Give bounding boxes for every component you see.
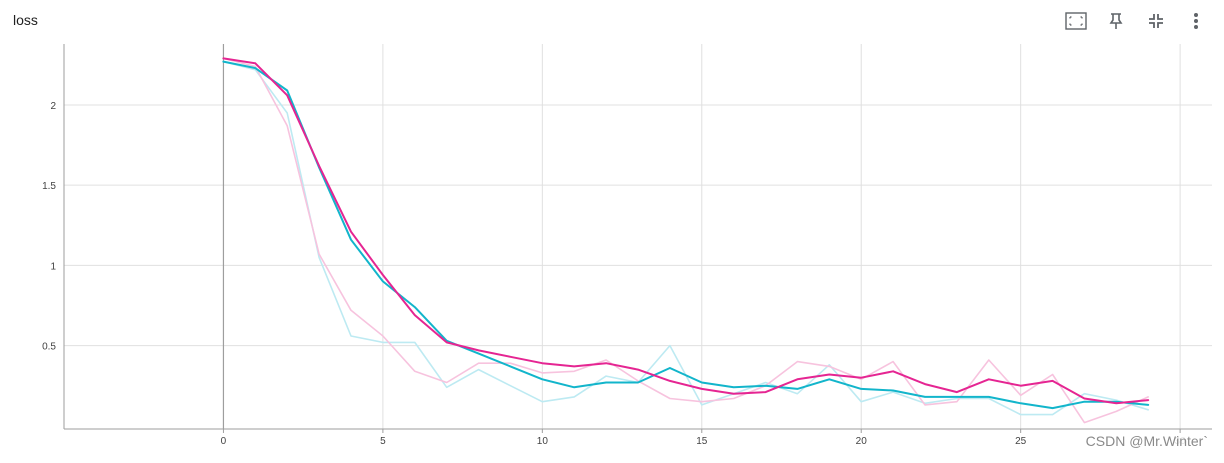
smoothed-series-line	[222, 60, 1150, 410]
grid	[64, 44, 1212, 429]
axes	[63, 44, 1212, 433]
more-vert-icon	[1194, 13, 1198, 29]
watermark: CSDN @Mr.Winter`	[1083, 433, 1210, 449]
raw-series-line	[222, 57, 1149, 424]
x-tick-label: 15	[696, 436, 708, 447]
x-tick-label: 20	[856, 436, 868, 447]
x-tick-label: 5	[380, 436, 386, 447]
series-layer	[222, 57, 1150, 424]
raw-series-line	[222, 60, 1149, 416]
y-tick-label: 2	[50, 101, 56, 112]
tick-labels: 0.511.52051015202530	[42, 101, 1186, 447]
fit-domain-icon	[1149, 14, 1163, 28]
card-toolbar	[1056, 8, 1216, 34]
chart-title: loss	[13, 12, 38, 28]
y-tick-label: 1	[50, 261, 56, 272]
x-tick-label: 25	[1015, 436, 1027, 447]
smoothed-series-line	[222, 57, 1150, 405]
x-tick-label: 0	[221, 436, 227, 447]
fit-domain-button[interactable]	[1136, 8, 1176, 34]
x-tick-label: 10	[537, 436, 549, 447]
y-tick-label: 0.5	[42, 342, 56, 353]
y-tick-label: 1.5	[42, 181, 56, 192]
more-menu-button[interactable]	[1176, 8, 1216, 34]
fullscreen-icon	[1065, 12, 1087, 30]
fullscreen-button[interactable]	[1056, 8, 1096, 34]
pin-icon	[1109, 13, 1123, 29]
pin-button[interactable]	[1096, 8, 1136, 34]
